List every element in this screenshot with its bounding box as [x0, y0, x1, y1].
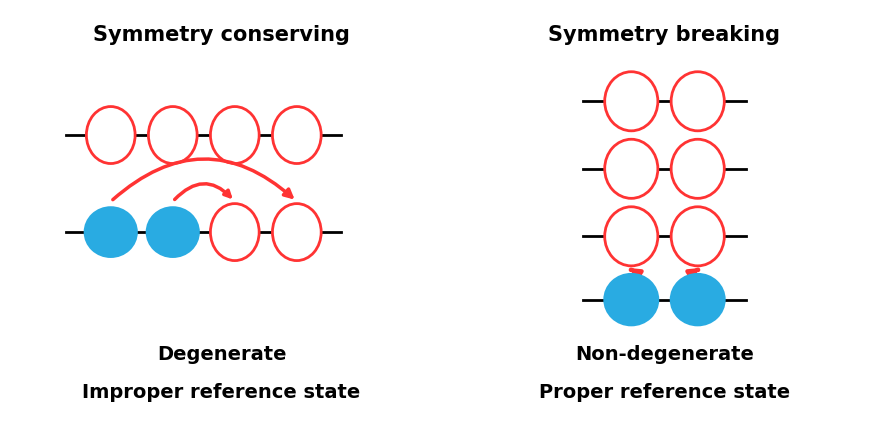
Ellipse shape: [211, 203, 259, 260]
Ellipse shape: [672, 207, 725, 266]
Ellipse shape: [273, 106, 322, 163]
Ellipse shape: [672, 139, 725, 198]
Circle shape: [147, 208, 198, 257]
Text: Non-degenerate: Non-degenerate: [575, 345, 754, 364]
Ellipse shape: [604, 207, 657, 266]
Circle shape: [85, 208, 136, 257]
Circle shape: [672, 274, 725, 325]
Circle shape: [604, 274, 657, 325]
Ellipse shape: [672, 72, 725, 131]
Text: Proper reference state: Proper reference state: [539, 383, 790, 402]
Text: Symmetry breaking: Symmetry breaking: [548, 25, 781, 45]
Ellipse shape: [273, 203, 322, 260]
Text: Degenerate: Degenerate: [157, 345, 286, 364]
Ellipse shape: [87, 106, 135, 163]
Ellipse shape: [148, 106, 197, 163]
Ellipse shape: [604, 72, 657, 131]
Text: Symmetry conserving: Symmetry conserving: [93, 25, 350, 45]
Ellipse shape: [211, 106, 259, 163]
Text: Improper reference state: Improper reference state: [82, 383, 361, 402]
Ellipse shape: [604, 139, 657, 198]
